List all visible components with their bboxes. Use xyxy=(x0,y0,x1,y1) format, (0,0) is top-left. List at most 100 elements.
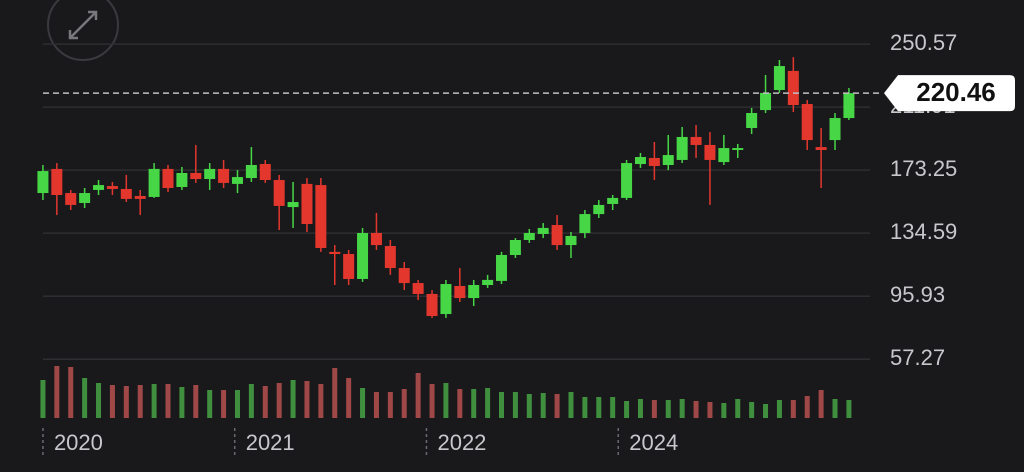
volume-bar xyxy=(82,378,88,418)
candle-body xyxy=(454,285,466,299)
candle-body xyxy=(315,185,327,248)
candle-body xyxy=(482,279,494,285)
candle-body xyxy=(218,168,230,183)
candle-body xyxy=(815,147,827,150)
volume-bar xyxy=(373,392,379,418)
candle-body xyxy=(37,171,49,194)
volume-bar xyxy=(540,393,546,418)
candle-body xyxy=(773,66,785,90)
volume-bar xyxy=(123,386,129,418)
candle-body xyxy=(398,268,410,284)
volume-bar xyxy=(165,384,171,418)
candle-body xyxy=(329,251,341,255)
volume-bar xyxy=(679,399,685,418)
volume-bar xyxy=(332,368,338,418)
volume-bar xyxy=(290,380,296,418)
x-tick-label: 2022 xyxy=(437,430,486,455)
volume-bar xyxy=(721,403,727,418)
candle-body xyxy=(648,157,660,166)
candle-body xyxy=(676,136,688,160)
candle-body xyxy=(621,163,633,198)
volume-bars xyxy=(40,366,852,418)
candle-body xyxy=(565,235,577,246)
y-tick-label: 57.27 xyxy=(890,345,945,370)
volume-bar xyxy=(554,394,560,418)
volume-bar xyxy=(624,401,630,418)
volume-bar xyxy=(568,392,574,418)
volume-bar xyxy=(637,399,643,418)
candle-body xyxy=(468,285,480,299)
volume-bar xyxy=(665,400,671,418)
candle-body xyxy=(148,168,160,197)
y-tick-label: 95.93 xyxy=(890,282,945,307)
candle-body xyxy=(746,112,758,128)
volume-bar xyxy=(776,400,782,418)
volume-bar xyxy=(582,397,588,418)
candle-body xyxy=(106,186,118,189)
candle-body xyxy=(496,255,508,281)
grid xyxy=(43,43,870,360)
y-tick-label: 250.57 xyxy=(890,30,957,55)
volume-bar xyxy=(610,397,616,418)
volume-bar xyxy=(262,386,268,418)
candle-body xyxy=(551,225,563,246)
price-marker: 220.46 xyxy=(43,75,1015,112)
volume-bar xyxy=(54,366,60,418)
volume-bar xyxy=(96,383,102,418)
volume-bar xyxy=(221,390,227,418)
volume-bar xyxy=(526,394,532,418)
volume-bar xyxy=(360,388,366,418)
candle-body xyxy=(231,177,243,184)
volume-bar xyxy=(804,396,810,418)
x-tick-label: 2020 xyxy=(54,430,103,455)
candle-body xyxy=(287,202,299,208)
volume-bar xyxy=(512,392,518,418)
x-tick-label: 2021 xyxy=(246,430,295,455)
candle-body xyxy=(65,193,77,205)
volume-bar xyxy=(693,401,699,418)
volume-bar xyxy=(443,383,449,418)
volume-bar xyxy=(387,392,393,418)
volume-bar xyxy=(193,385,199,418)
candle-body xyxy=(704,144,716,160)
candle-body xyxy=(537,227,549,234)
volume-bar xyxy=(749,402,755,418)
volume-bar xyxy=(318,384,324,418)
volume-bar xyxy=(818,390,824,418)
volume-bar xyxy=(846,400,852,418)
volume-bar xyxy=(179,387,185,418)
axes: 57.2795.93134.59173.25211.91250.57202020… xyxy=(42,30,957,458)
candle-body xyxy=(718,148,730,163)
candle-body xyxy=(162,168,174,188)
candle-body xyxy=(51,168,63,195)
volume-bar xyxy=(832,399,838,418)
expand-circle[interactable] xyxy=(47,0,119,61)
candle-body xyxy=(245,165,257,179)
volume-bar xyxy=(471,389,477,418)
candle-body xyxy=(634,157,646,165)
candle-body xyxy=(190,172,202,180)
candles xyxy=(37,57,855,318)
volume-bar xyxy=(790,400,796,418)
candle-body xyxy=(79,193,91,203)
last-price-label: 220.46 xyxy=(916,77,996,107)
volume-bar xyxy=(40,380,46,418)
candle-body xyxy=(593,204,605,215)
expand-button[interactable] xyxy=(47,0,119,61)
volume-bar xyxy=(401,389,407,418)
expand-icon[interactable] xyxy=(68,10,98,40)
volume-bar xyxy=(346,378,352,418)
volume-bar xyxy=(276,383,282,418)
candle-body xyxy=(120,188,132,199)
candle-body xyxy=(662,155,674,165)
last-price-box xyxy=(884,75,1015,112)
candle-body xyxy=(301,183,313,225)
volume-bar xyxy=(248,384,254,418)
volume-bar xyxy=(429,384,435,418)
candle-body xyxy=(134,195,146,199)
candle-body xyxy=(357,232,369,279)
candle-body xyxy=(370,232,382,246)
candle-body xyxy=(412,283,424,294)
volume-bar xyxy=(304,381,310,418)
